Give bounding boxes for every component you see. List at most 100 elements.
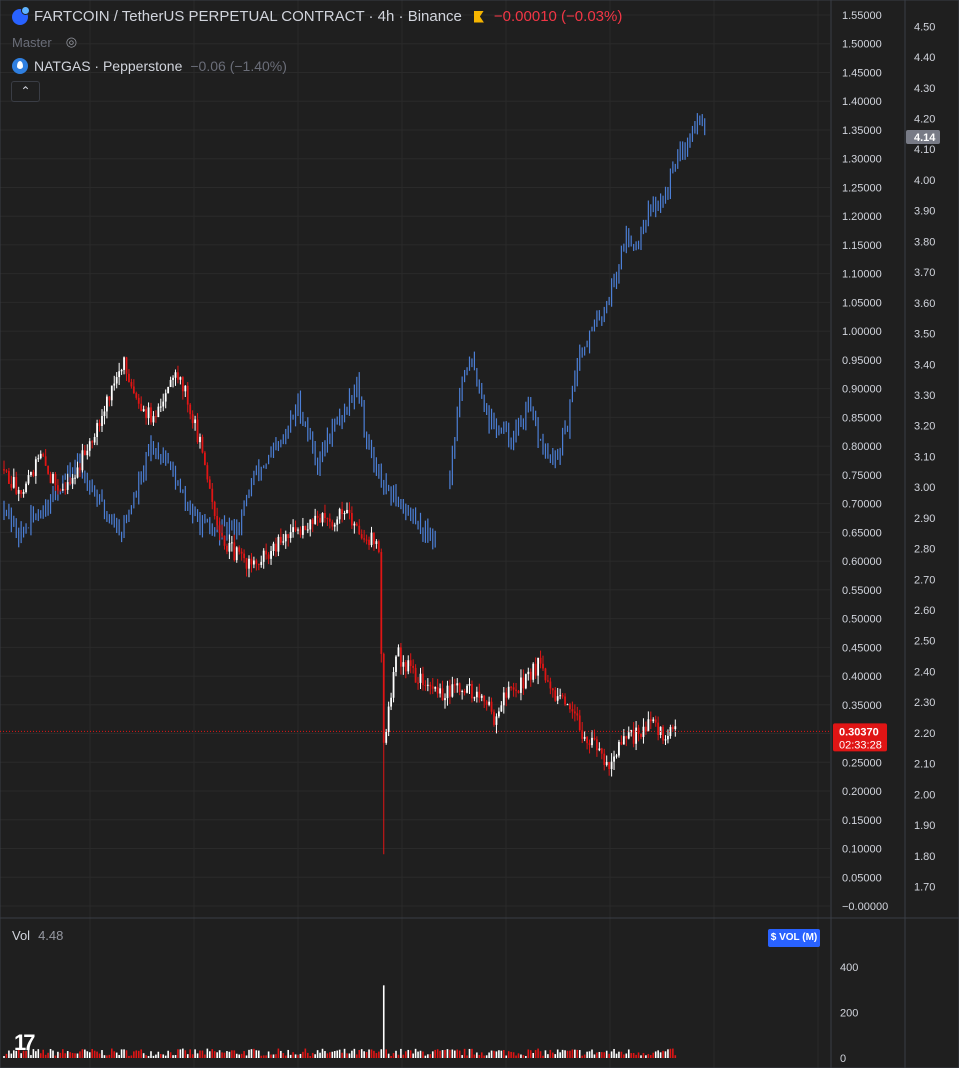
- volume-bar: [527, 1049, 530, 1058]
- volume-bar: [561, 1049, 564, 1058]
- price-axis-tick: 0.75000: [842, 470, 882, 482]
- volume-bar: [196, 1053, 199, 1058]
- candle-body: [130, 382, 133, 387]
- candle-body: [284, 534, 287, 542]
- volume-bar: [248, 1049, 250, 1058]
- volume-bar: [463, 1048, 466, 1058]
- candle-body: [534, 663, 537, 676]
- volume-bar: [532, 1052, 534, 1058]
- candle-body: [370, 532, 373, 546]
- volume-bar: [304, 1048, 307, 1058]
- volume-bar: [160, 1054, 162, 1058]
- candle-body: [478, 691, 481, 698]
- candle-body: [88, 441, 91, 451]
- volume-bar: [333, 1051, 336, 1058]
- candle-body: [297, 529, 299, 531]
- price-axes[interactable]: 1.55000 1.50000 1.45000 1.40000 1.35000 1.300…: [0, 10, 940, 1065]
- candle-body: [326, 518, 329, 520]
- volume-bar: [507, 1051, 510, 1058]
- tradingview-logo[interactable]: 17: [14, 1030, 36, 1055]
- candle-body: [493, 711, 495, 725]
- candle-body: [267, 554, 270, 559]
- candle-body: [674, 726, 677, 730]
- candle-body: [142, 409, 145, 412]
- volume-bar: [133, 1051, 135, 1058]
- candle-body: [238, 547, 241, 552]
- candle-body: [147, 407, 150, 419]
- volume-bar: [529, 1050, 532, 1058]
- main-symbol-legend[interactable]: FARTCOIN / TetherUS PERPETUAL CONTRACT ·…: [12, 5, 622, 25]
- volume-bar: [311, 1052, 314, 1058]
- candle-body: [201, 436, 204, 453]
- candle-body: [199, 436, 201, 443]
- candle-body: [605, 761, 608, 765]
- candle-body: [86, 450, 89, 456]
- volume-bar: [571, 1049, 574, 1058]
- candle-body: [554, 690, 557, 701]
- volume-bar: [402, 1054, 405, 1058]
- eye-hidden-icon[interactable]: ◎: [65, 34, 78, 49]
- candle-body: [645, 726, 647, 732]
- candle-body: [400, 647, 402, 667]
- candle-body: [588, 743, 591, 746]
- volume-bar: [62, 1049, 64, 1058]
- price-axis-tick: 1.40000: [842, 96, 882, 108]
- candle-body: [135, 393, 138, 398]
- volume-bar: [25, 1050, 27, 1058]
- candle-body: [140, 403, 143, 412]
- volume-bar: [22, 1050, 25, 1058]
- volume-bar: [363, 1051, 365, 1058]
- volume-bar: [253, 1048, 255, 1058]
- candle-body: [444, 698, 446, 701]
- candle-body: [348, 509, 351, 513]
- volume-bar: [429, 1054, 432, 1058]
- compare-symbol-legend[interactable]: NATGAS · Pepperstone −0.06 (−1.40%): [12, 58, 287, 74]
- volume-bar: [13, 1050, 15, 1058]
- candle-body: [265, 550, 268, 555]
- candle-body: [657, 722, 660, 735]
- volume-bar: [485, 1055, 488, 1058]
- collapse-legend-button[interactable]: ⌃: [11, 81, 40, 102]
- candle-body: [363, 538, 366, 540]
- main-symbol-title[interactable]: FARTCOIN / TetherUS PERPETUAL CONTRACT ·…: [34, 8, 462, 25]
- volume-bar: [652, 1052, 655, 1058]
- price-axis-tick: 0.55000: [842, 585, 882, 597]
- candle-body: [498, 711, 500, 717]
- natgas-axis-tick: 2.00: [914, 789, 935, 801]
- candlestick-series: [3, 356, 677, 855]
- volume-legend[interactable]: Vol 4.48: [12, 928, 63, 943]
- compare-symbol-title[interactable]: NATGAS · Pepperstone: [34, 58, 183, 74]
- volume-bar: [593, 1054, 596, 1058]
- candle-body: [69, 482, 72, 484]
- natgas-axis-tick: 2.80: [914, 544, 935, 556]
- volume-bar: [27, 1049, 30, 1058]
- candle-body: [547, 680, 549, 682]
- candle-body: [316, 515, 319, 518]
- candle-body: [517, 690, 520, 693]
- candle-body: [79, 467, 81, 471]
- volume-bar: [480, 1052, 483, 1058]
- price-axis-tick: 1.55000: [842, 10, 882, 22]
- price-axis-tick: 1.25000: [842, 182, 882, 194]
- candle-body: [522, 677, 525, 689]
- volume-axis-tick: 200: [840, 1008, 858, 1020]
- candle-body: [441, 688, 444, 701]
- volume-bar: [520, 1054, 522, 1058]
- natgas-axis-tick: 2.90: [914, 513, 935, 525]
- price-axis-tick: 0.40000: [842, 671, 882, 683]
- flag-icon[interactable]: [473, 10, 484, 23]
- candle-body: [206, 465, 209, 480]
- volume-bar: [17, 1049, 20, 1058]
- volume-bar: [221, 1052, 223, 1058]
- candle-body: [453, 684, 456, 686]
- candle-body: [137, 397, 140, 404]
- volume-bar: [309, 1055, 312, 1058]
- candle-body: [336, 519, 339, 525]
- candle-body: [282, 541, 285, 543]
- volume-bar: [74, 1053, 76, 1058]
- candle-body: [101, 416, 103, 426]
- volume-bar: [3, 1056, 5, 1058]
- master-label: Master: [12, 34, 52, 50]
- volume-bar: [522, 1055, 525, 1058]
